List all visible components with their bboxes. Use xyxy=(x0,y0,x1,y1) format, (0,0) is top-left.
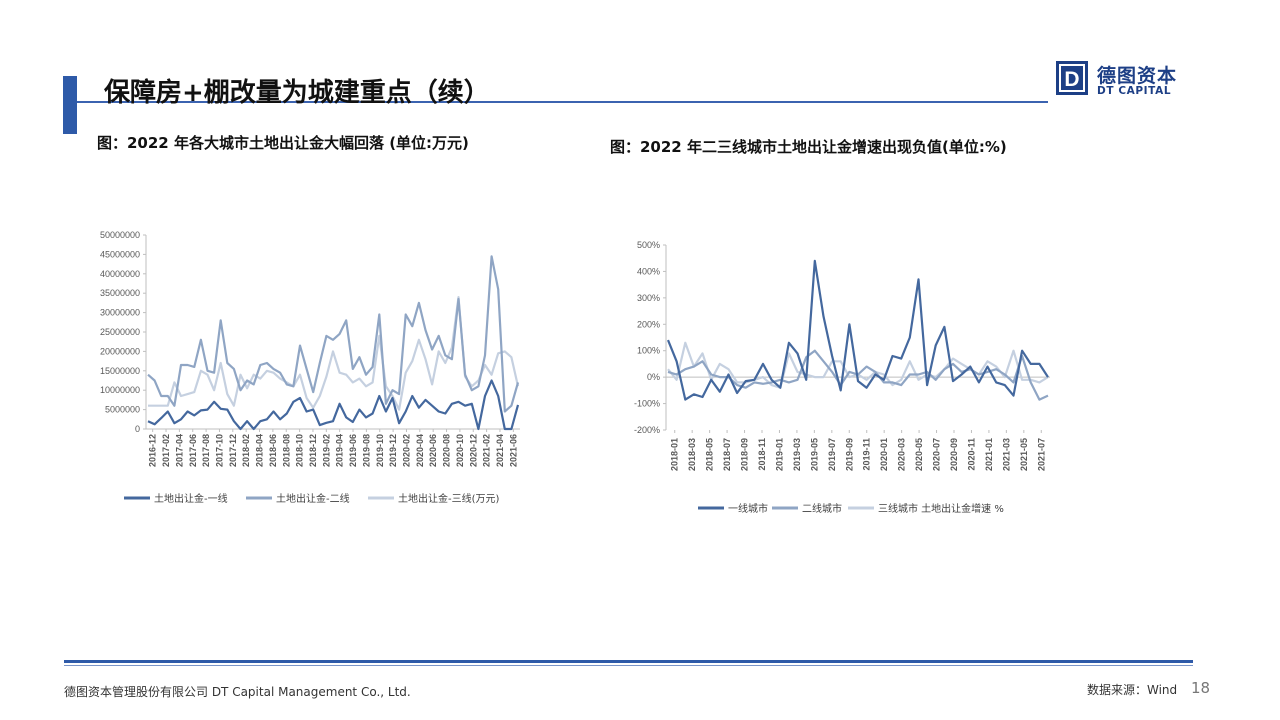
y-tick-label: 0 xyxy=(135,424,140,434)
x-tick-label: 2017-12 xyxy=(228,434,238,467)
y-tick-label: -100% xyxy=(634,399,660,409)
y-tick-label: 0% xyxy=(647,372,660,382)
series-line-1 xyxy=(147,379,520,431)
y-tick-label: 400% xyxy=(637,266,660,276)
x-tick-label: 2019-11 xyxy=(862,438,872,471)
logo-letter: D xyxy=(1064,68,1079,91)
right-chart-caption: 图：2022 年二三线城市土地出让金增速出现负值(单位:%) xyxy=(610,138,1007,156)
x-tick-label: 2018-08 xyxy=(281,434,291,467)
x-tick-label: 2019-03 xyxy=(792,438,802,471)
x-tick-label: 2019-09 xyxy=(844,438,854,471)
legend-label: 土地出让金-二线 xyxy=(276,492,350,505)
footer-rule-thin xyxy=(64,665,1193,666)
title-accent-bar xyxy=(63,76,77,134)
x-tick-label: 2018-11 xyxy=(757,438,767,471)
title-underline xyxy=(77,101,1048,103)
x-tick-label: 2019-06 xyxy=(348,434,358,467)
x-tick-label: 2020-08 xyxy=(442,434,452,467)
page-number: 18 xyxy=(1191,679,1211,697)
x-tick-label: 2020-03 xyxy=(897,438,907,471)
x-tick-label: 2021-07 xyxy=(1036,438,1046,471)
y-tick-label: 25000000 xyxy=(100,327,140,337)
y-tick-label: 35000000 xyxy=(100,288,140,298)
x-tick-label: 2019-10 xyxy=(375,434,385,467)
x-tick-label: 2019-01 xyxy=(774,438,784,471)
left-chart-caption: 图：2022 年各大城市土地出让金大幅回落 (单位:万元) xyxy=(97,134,469,152)
x-tick-label: 2017-06 xyxy=(188,434,198,467)
x-tick-label: 2020-12 xyxy=(468,434,478,467)
x-tick-label: 2017-08 xyxy=(201,434,211,467)
x-tick-label: 2020-01 xyxy=(879,438,889,471)
y-tick-label: 300% xyxy=(637,293,660,303)
y-tick-label: 100% xyxy=(637,346,660,356)
y-tick-label: 15000000 xyxy=(100,366,140,376)
y-tick-label: 10000000 xyxy=(100,385,140,395)
footer-company: 德图资本管理股份有限公司 DT Capital Management Co., … xyxy=(64,685,411,699)
x-tick-label: 2018-06 xyxy=(268,434,278,467)
page-title: 保障房+棚改量为城建重点（续） xyxy=(104,78,490,108)
land-revenue-chart: 0 5000000 10000000 15000000 20000000 25000000… xyxy=(100,230,520,505)
x-tick-label: 2020-06 xyxy=(428,434,438,467)
x-tick-label: 2018-07 xyxy=(722,438,732,471)
x-tick-label: 2019-07 xyxy=(827,438,837,471)
x-tick-label: 2021-04 xyxy=(495,434,505,467)
footer-source: 数据来源：Wind xyxy=(1087,683,1178,697)
logo-mark-icon: D xyxy=(1056,61,1088,95)
x-tick-label: 2019-02 xyxy=(321,434,331,467)
company-logo: D 德图资本 DT CAPITAL xyxy=(1056,61,1184,101)
x-tick-label: 2018-03 xyxy=(687,438,697,471)
x-tick-label: 2018-10 xyxy=(295,434,305,467)
x-tick-label: 2016-12 xyxy=(148,434,158,467)
y-tick-label: 40000000 xyxy=(100,269,140,279)
y-tick-label: 20000000 xyxy=(100,346,140,356)
y-tick-label: 50000000 xyxy=(100,230,140,240)
x-tick-label: 2017-02 xyxy=(161,434,171,467)
y-tick-label: 5000000 xyxy=(105,405,140,415)
land-revenue-growth-chart: -200% -100% 0% 100% 200% 300% 400% 500% 2018-01 2… xyxy=(634,240,1050,515)
x-tick-label: 2021-06 xyxy=(508,434,518,467)
x-tick-label: 2020-07 xyxy=(932,438,942,471)
x-tick-label: 2019-12 xyxy=(388,434,398,467)
x-tick-label: 2020-09 xyxy=(949,438,959,471)
logo-name-cn: 德图资本 xyxy=(1097,65,1178,87)
x-tick-label: 2018-01 xyxy=(670,438,680,471)
legend-label: 土地出让金-一线 xyxy=(154,492,228,505)
y-tick-label: 500% xyxy=(637,240,660,250)
x-tick-label: 2020-05 xyxy=(914,438,924,471)
x-tick-label: 2019-08 xyxy=(361,434,371,467)
x-tick-label: 2020-10 xyxy=(455,434,465,467)
x-tick-label: 2017-04 xyxy=(174,434,184,467)
y-tick-label: 30000000 xyxy=(100,308,140,318)
footer-rule xyxy=(64,660,1193,663)
x-tick-label: 2017-10 xyxy=(214,434,224,467)
x-tick-label: 2020-11 xyxy=(966,438,976,471)
x-tick-label: 2018-05 xyxy=(705,438,715,471)
y-tick-label: -200% xyxy=(634,425,660,435)
legend-label: 三线城市 土地出让金增速 % xyxy=(878,502,1004,515)
x-tick-label: 2018-04 xyxy=(255,434,265,467)
legend-label: 二线城市 xyxy=(802,502,842,515)
logo-name-en: DT CAPITAL xyxy=(1097,85,1172,97)
x-tick-label: 2021-02 xyxy=(482,434,492,467)
legend-label: 一线城市 xyxy=(728,502,768,515)
x-tick-label: 2018-09 xyxy=(740,438,750,471)
x-tick-label: 2021-03 xyxy=(1001,438,1011,471)
x-tick-label: 2018-02 xyxy=(241,434,251,467)
x-tick-label: 2020-02 xyxy=(401,434,411,467)
x-tick-label: 2021-01 xyxy=(984,438,994,471)
y-tick-label: 45000000 xyxy=(100,249,140,259)
x-tick-label: 2019-05 xyxy=(809,438,819,471)
y-tick-label: 200% xyxy=(637,319,660,329)
x-tick-label: 2019-04 xyxy=(335,434,345,467)
series-line-1 xyxy=(666,259,1049,401)
series-line-2 xyxy=(147,255,520,413)
x-tick-label: 2018-12 xyxy=(308,434,318,467)
x-tick-label: 2021-05 xyxy=(1019,438,1029,471)
x-tick-label: 2020-04 xyxy=(415,434,425,467)
legend-label: 土地出让金-三线(万元) xyxy=(398,492,500,505)
